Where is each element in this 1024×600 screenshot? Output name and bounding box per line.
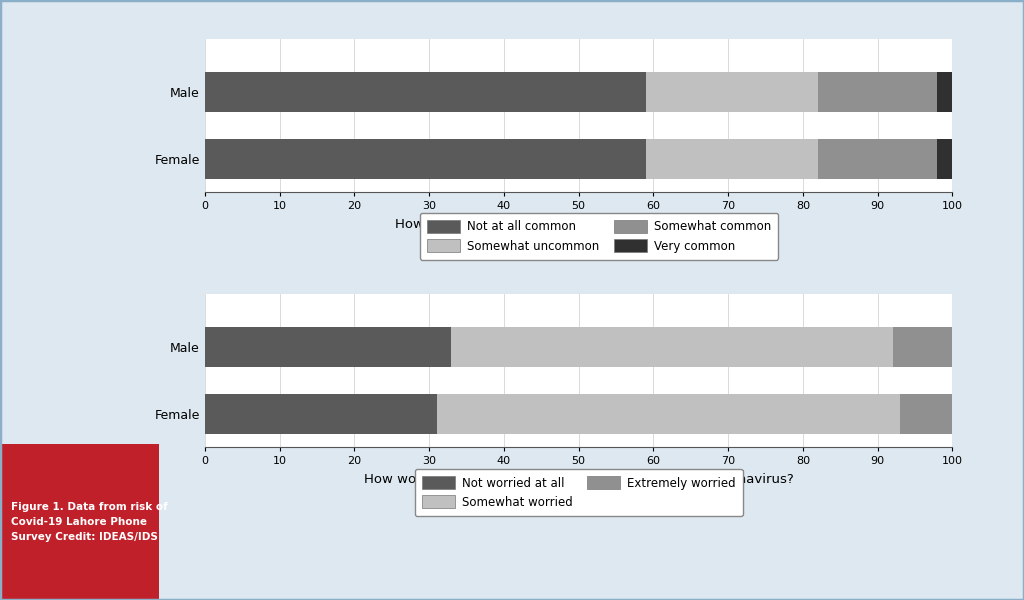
Legend: Not at all common, Somewhat uncommon, Somewhat common, Very common: Not at all common, Somewhat uncommon, So… (420, 213, 778, 260)
Bar (205, 72, 646, 112)
Bar (818, 139, 937, 179)
Bar (937, 72, 952, 112)
Bar (646, 139, 818, 179)
Bar (205, 327, 452, 367)
X-axis label: How worried are you about falling seriously ill from coronavirus?: How worried are you about falling seriou… (364, 473, 794, 486)
Bar (893, 327, 952, 367)
Bar (818, 72, 937, 112)
Bar (205, 394, 436, 434)
Bar (646, 72, 818, 112)
Bar (436, 394, 900, 434)
X-axis label: How common do you think coronavirus is in your area?: How common do you think coronavirus is i… (395, 218, 762, 231)
Bar (205, 139, 646, 179)
Text: Figure 1. Data from risk of
Covid-19 Lahore Phone
Survey Credit: IDEAS/IDS: Figure 1. Data from risk of Covid-19 Lah… (11, 502, 168, 542)
Legend: Not worried at all, Somewhat worried, Extremely worried: Not worried at all, Somewhat worried, Ex… (415, 469, 742, 516)
Bar (452, 327, 893, 367)
Bar (900, 394, 952, 434)
Bar (937, 139, 952, 179)
